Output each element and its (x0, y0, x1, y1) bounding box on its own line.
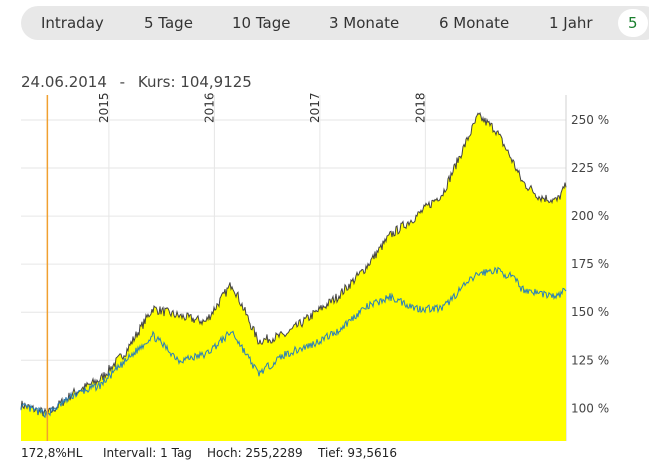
footer-interval: Intervall: 1 Tag (103, 446, 192, 460)
tab-5-tage[interactable]: 5 Tage (144, 14, 193, 32)
range-tabbar: Intraday 5 Tage 10 Tage 3 Monate 6 Monat… (21, 6, 649, 40)
benchmark-line (20, 266, 567, 419)
area-fill (21, 113, 566, 441)
y-tick-label: 125 % (571, 353, 609, 367)
cursor-date: 24.06.2014 (21, 73, 107, 91)
y-tick-label: 200 % (571, 209, 609, 223)
y-tick-label: 150 % (571, 305, 609, 319)
tab-3-monate[interactable]: 3 Monate (329, 14, 400, 32)
x-axis: 2015 2016 2017 2018 (97, 92, 427, 123)
tab-5-jahre[interactable]: 5 (618, 9, 648, 37)
footer-low: Tief: 93,5616 (318, 446, 397, 460)
y-tick-label: 100 % (571, 401, 609, 415)
footer-hl: 172,8%HL (21, 446, 83, 460)
y-tick-label: 225 % (571, 161, 609, 175)
cursor-info: 24.06.2014 - Kurs: 104,9125 (21, 73, 252, 91)
year-tick-label: 2016 (202, 92, 216, 123)
tab-1-jahr[interactable]: 1 Jahr (549, 14, 593, 32)
cursor-price: Kurs: 104,9125 (137, 73, 252, 91)
y-axis: 100 % 125 % 150 % 175 % 200 % 225 % 250 % (571, 113, 609, 415)
year-tick-label: 2018 (413, 92, 427, 123)
y-tick-label: 250 % (571, 113, 609, 127)
tab-10-tage[interactable]: 10 Tage (232, 14, 291, 32)
year-tick-label: 2017 (308, 92, 322, 123)
year-tick-label: 2015 (97, 92, 111, 123)
cursor-separator: - (119, 73, 126, 91)
tab-intraday[interactable]: Intraday (41, 14, 104, 32)
footer-high: Hoch: 255,2289 (207, 446, 303, 460)
tab-6-monate[interactable]: 6 Monate (439, 14, 510, 32)
y-tick-label: 175 % (571, 257, 609, 271)
